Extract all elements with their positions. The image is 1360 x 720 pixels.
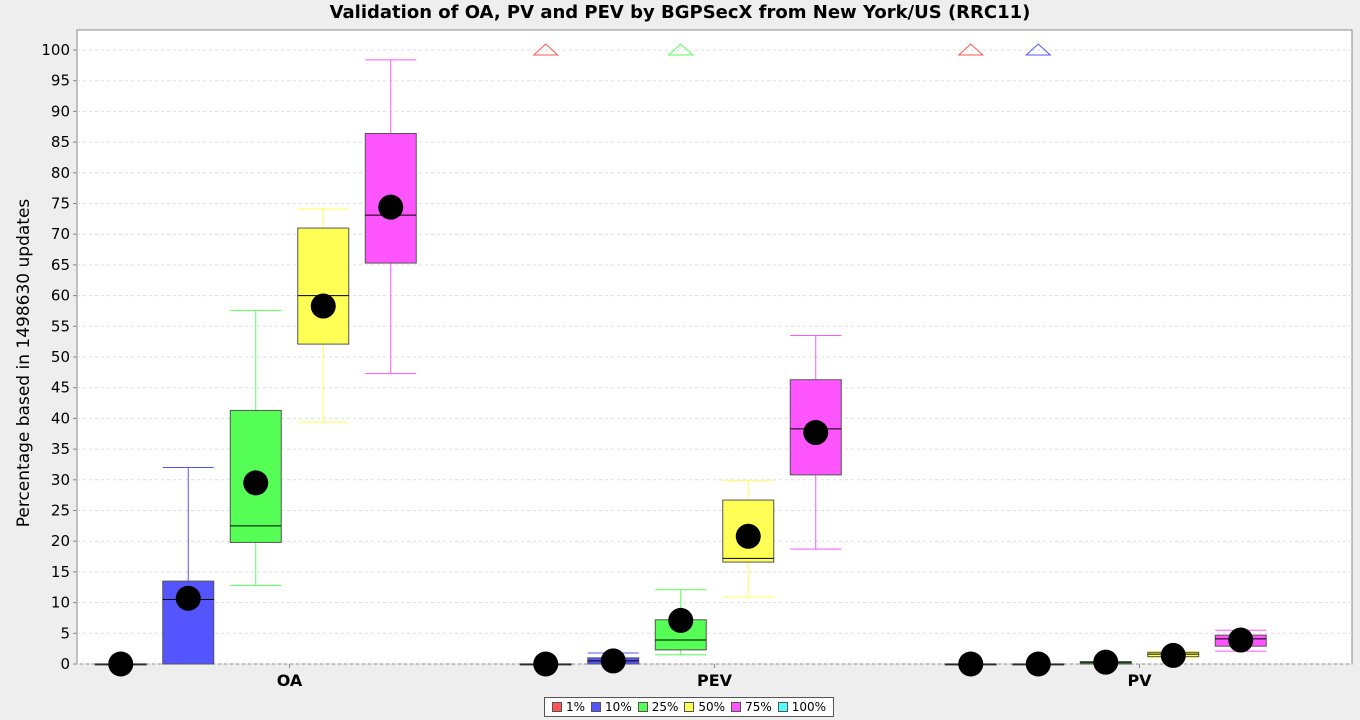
grid-layer [77, 49, 1352, 665]
mean-marker [1160, 642, 1186, 668]
box-pv-10pct [1012, 43, 1065, 677]
box-pv-1pct [944, 43, 997, 677]
outlier-triangle [1024, 43, 1052, 56]
box-pev-50pct [722, 479, 775, 598]
legend-item: 25% [637, 700, 679, 714]
legend-label: 100% [791, 700, 827, 714]
mean-marker [803, 420, 829, 446]
y-tick-label: 70 [51, 225, 70, 243]
legend-item: 1% [552, 700, 585, 714]
x-axis: OA PEV PV [277, 664, 1152, 690]
box-layer [94, 43, 1267, 677]
mean-marker [735, 523, 761, 549]
y-tick-label: 10 [51, 594, 70, 612]
x-tick-label: PEV [697, 671, 733, 690]
y-tick-label: 20 [51, 532, 70, 550]
y-tick-label: 40 [51, 409, 70, 427]
mean-marker [958, 651, 984, 677]
mean-marker [668, 607, 694, 633]
x-tick-label: OA [277, 671, 303, 690]
y-tick-label: 65 [51, 256, 70, 274]
y-tick-label: 80 [51, 164, 70, 182]
y-tick-label: 25 [51, 502, 70, 520]
mean-marker [600, 648, 626, 674]
box-pv-25pct [1079, 649, 1132, 675]
legend-item: 100% [777, 700, 827, 714]
legend-item: 10% [591, 700, 632, 714]
y-tick-label: 90 [51, 102, 70, 120]
y-tick-label: 55 [51, 317, 70, 335]
box-pev-25pct [654, 43, 707, 656]
y-tick-label: 100 [41, 41, 70, 59]
legend-label: 50% [698, 700, 726, 714]
box-pev-10pct [587, 648, 640, 674]
y-tick-label: 50 [51, 348, 70, 366]
outlier-triangle [532, 43, 560, 56]
y-tick-label: 60 [51, 287, 70, 305]
mean-marker [108, 651, 134, 677]
mean-marker [243, 470, 269, 496]
legend-label: 25% [651, 700, 679, 714]
mean-marker [378, 194, 404, 220]
y-tick-label: 85 [51, 133, 70, 151]
mean-marker [310, 293, 336, 319]
y-tick-label: 35 [51, 440, 70, 458]
y-axis: 0 5 10 15 20 25 30 35 40 45 50 55 60 65 70 75 80 85 90 95 10… [41, 41, 77, 673]
box-pev-75pct [789, 335, 842, 550]
box-iqr [297, 227, 350, 345]
legend-swatch [552, 702, 562, 712]
y-axis-label: Percentage based in 1498630 updates [14, 199, 34, 528]
box-oa-50pct [297, 208, 350, 423]
legend-swatch [591, 702, 602, 712]
y-tick-label: 30 [51, 471, 70, 489]
legend-label: 1% [566, 700, 586, 714]
y-tick-label: 5 [60, 624, 70, 642]
legend-swatch [731, 702, 742, 712]
y-tick-label: 95 [51, 72, 70, 90]
legend-item: 75% [731, 700, 772, 714]
legend-item: 50% [684, 700, 725, 714]
legend-swatch [637, 702, 648, 712]
mean-marker [1093, 649, 1119, 675]
mean-marker [533, 651, 559, 677]
outlier-triangle [957, 43, 985, 56]
box-oa-25pct [229, 309, 282, 586]
mean-marker [1025, 651, 1051, 677]
box-pev-1pct [519, 43, 572, 677]
y-tick-label: 15 [51, 563, 70, 581]
box-pv-75pct [1214, 627, 1267, 653]
legend: 1% 10% 25% 50% 75% 100% [544, 697, 835, 717]
x-tick-label: PV [1127, 671, 1152, 690]
box-oa-75pct [364, 59, 417, 375]
plot-area [76, 29, 1353, 665]
legend-label: 10% [605, 700, 632, 714]
y-tick-label: 0 [60, 655, 70, 673]
legend-swatch [684, 702, 695, 712]
legend-label: 75% [745, 700, 772, 714]
outlier-triangle [667, 43, 695, 56]
mean-marker [175, 585, 201, 611]
box-oa-1pct [94, 651, 147, 677]
y-tick-label: 75 [51, 195, 70, 213]
mean-marker [1228, 627, 1254, 653]
legend-swatch [777, 702, 788, 712]
box-oa-10pct [162, 467, 215, 665]
chart-title: Validation of OA, PV and PEV by BGPSecX … [329, 2, 1031, 23]
box-pv-50pct [1147, 642, 1200, 668]
y-tick-label: 45 [51, 379, 70, 397]
